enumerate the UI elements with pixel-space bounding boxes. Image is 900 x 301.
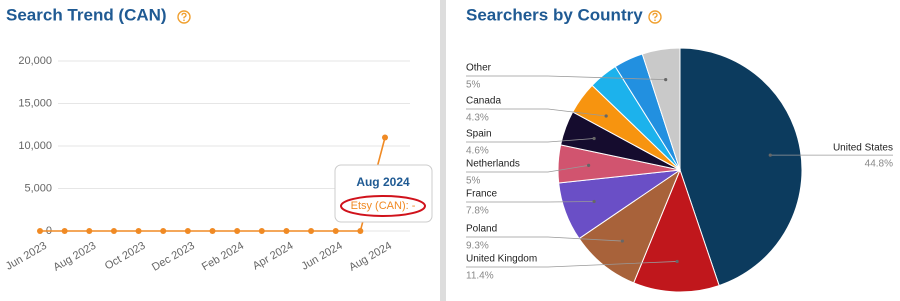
y-tick-label: 15,000 [18, 97, 52, 109]
chart-title: Searchers by Country [466, 5, 643, 24]
y-tick-label: 10,000 [18, 140, 52, 152]
leader-dot [592, 136, 596, 141]
y-tick-label: 5,000 [24, 182, 52, 194]
slice-value-label: 4.6% [466, 146, 489, 157]
slice-value-label: 7.8% [466, 206, 489, 217]
leader-dot [675, 259, 679, 264]
point [332, 228, 339, 234]
point [382, 134, 388, 141]
slice-value-label: 5% [466, 176, 481, 187]
help-icon[interactable] [648, 10, 662, 24]
y-tick-label: 20,000 [18, 55, 52, 67]
pie-slice [679, 47, 803, 287]
point [209, 228, 216, 234]
slice-label: United Kingdom [466, 254, 537, 265]
point [86, 228, 93, 234]
leader-dot [768, 153, 772, 157]
leader-line [466, 75, 666, 81]
leader-dot [592, 199, 596, 204]
tooltip-title: Aug 2024 [356, 175, 410, 189]
point [61, 228, 68, 234]
pie-slice [641, 47, 681, 171]
highlight-ellipse [340, 195, 426, 217]
slice-label: France [466, 189, 498, 200]
point [135, 228, 142, 234]
point [110, 228, 117, 234]
leader-dot [620, 239, 624, 243]
tooltip-text: Etsy (CAN): - [351, 200, 416, 212]
point [357, 228, 364, 234]
pie-slice [633, 168, 720, 293]
leader-dot [604, 114, 608, 118]
leader-line [466, 165, 589, 173]
point [283, 228, 290, 234]
slice-value-label: 11.4% [466, 271, 494, 282]
point [184, 228, 191, 234]
leader-line [466, 236, 623, 242]
tooltip: Aug 2024 Etsy (CAN): - [334, 164, 433, 223]
point [37, 228, 43, 234]
leader-line [466, 261, 678, 268]
point [160, 228, 167, 234]
slice-value-label: 44.8% [865, 159, 893, 170]
slice-label: Netherlands [466, 159, 520, 170]
point [308, 228, 315, 234]
leader-dot [587, 163, 591, 168]
slice-label: United States [833, 143, 893, 154]
slice-label: Poland [466, 224, 497, 235]
tooltip-box [334, 164, 433, 223]
slice-label: Other [466, 63, 492, 74]
slice-value-label: 4.3% [466, 113, 489, 124]
point [234, 228, 241, 234]
chart-title: Search Trend (CAN) [6, 5, 167, 24]
point [258, 228, 265, 234]
leader-dot [664, 78, 668, 82]
slice-label: Canada [466, 96, 501, 107]
slice-value-label: 5% [466, 80, 481, 91]
slice-label: Spain [466, 129, 492, 140]
leader-line [466, 108, 607, 117]
slice-value-label: 9.3% [466, 241, 489, 252]
leader-line [466, 138, 595, 143]
help-icon[interactable] [177, 10, 191, 24]
